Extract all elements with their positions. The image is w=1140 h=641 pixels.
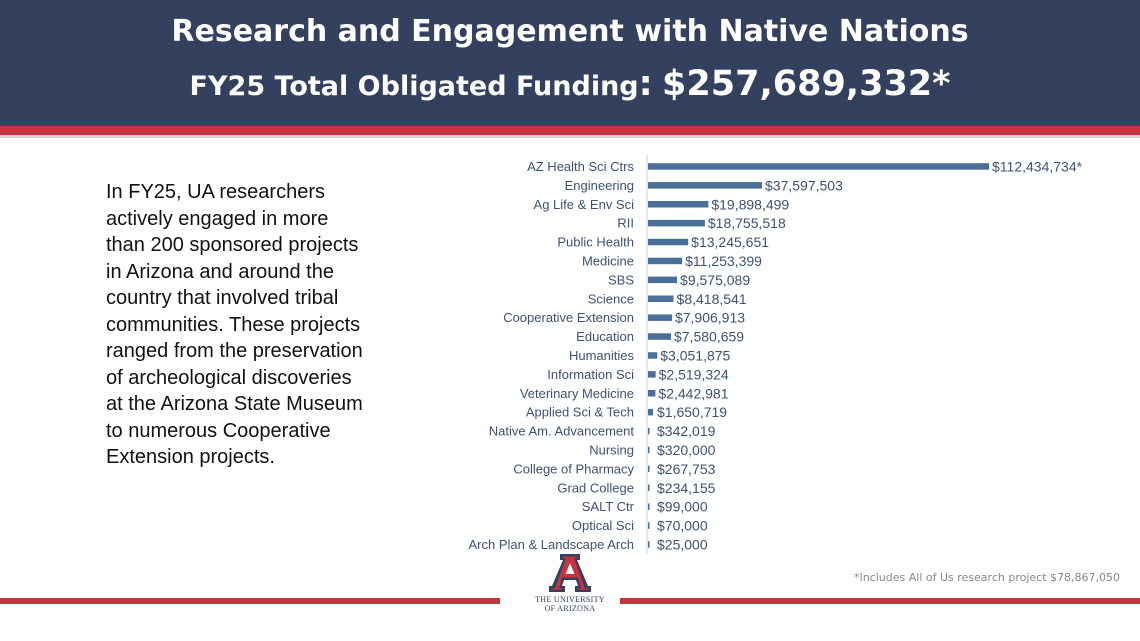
value-label: $1,650,719 [657, 404, 727, 420]
funding-bar-chart: AZ Health Sci Ctrs $112,434,734* Engineeri… [469, 155, 1083, 554]
header-shadow-stripe [0, 135, 1140, 138]
value-label: $7,580,659 [674, 329, 744, 345]
category-label: Nursing [589, 442, 634, 457]
bar [648, 408, 654, 416]
value-label: $70,000 [657, 518, 708, 534]
footnote: *Includes All of Us research project $78… [853, 571, 1120, 584]
bar [648, 295, 674, 302]
value-label: $2,442,981 [658, 385, 728, 401]
value-label: $99,000 [657, 499, 708, 515]
category-label: Information Sci [547, 367, 634, 382]
value-label: $267,753 [657, 461, 716, 477]
value-label: $37,597,503 [765, 177, 843, 193]
header-accent-stripe [0, 126, 1140, 135]
value-label: $13,245,651 [691, 234, 769, 250]
bar [648, 541, 650, 548]
footer-stripe-left [0, 598, 500, 604]
page-title: Research and Engagement with Native Nati… [171, 14, 969, 49]
category-label: Veterinary Medicine [520, 386, 634, 401]
category-label: Public Health [557, 235, 634, 250]
page-subtitle: FY25 Total Obligated Funding: $257,689,3… [0, 64, 1140, 104]
value-label: $11,253,399 [685, 253, 762, 269]
logo-line-2: OF ARIZONA [544, 604, 596, 613]
bar [648, 484, 650, 491]
bar [648, 503, 650, 510]
value-label: $320,000 [657, 442, 716, 458]
category-label: College of Pharmacy [513, 461, 634, 476]
bar [648, 333, 671, 340]
value-label: $18,755,518 [708, 215, 786, 231]
bar [648, 465, 650, 473]
bar [648, 352, 658, 359]
value-label: $25,000 [657, 536, 708, 552]
bar [648, 371, 656, 378]
value-label: $19,898,499 [711, 196, 789, 212]
bar [648, 219, 705, 227]
category-label: Education [576, 329, 634, 344]
subtitle-colon: : [638, 64, 653, 104]
bar [648, 163, 989, 170]
logo-line-1: THE UNIVERSITY [535, 595, 605, 604]
category-label: Science [588, 291, 634, 306]
bar [648, 238, 689, 246]
category-label: Ag Life & Env Sci [534, 197, 635, 212]
bar [648, 390, 656, 397]
footer-stripe-right [620, 598, 1140, 604]
bar [648, 446, 650, 454]
bar [648, 257, 683, 265]
value-label: $7,906,913 [675, 310, 745, 326]
logo-wordmark: THE UNIVERSITY OF ARIZONA [520, 595, 620, 613]
category-label: Humanities [569, 348, 635, 363]
category-label: SALT Ctr [582, 499, 635, 514]
value-label: $342,019 [657, 423, 716, 439]
value-label: $9,575,089 [680, 272, 750, 288]
university-logo: THE UNIVERSITY OF ARIZONA [520, 552, 620, 613]
category-label: Applied Sci & Tech [526, 405, 634, 420]
bar [648, 182, 763, 189]
bar [648, 427, 650, 435]
value-label: $234,155 [657, 480, 716, 496]
bar [648, 276, 678, 284]
category-label: Cooperative Extension [503, 310, 634, 325]
category-label: Optical Sci [572, 518, 634, 533]
value-label: $112,434,734* [992, 158, 1083, 174]
category-label: SBS [608, 272, 634, 287]
category-label: RII [617, 216, 634, 231]
category-label: Medicine [582, 253, 634, 268]
category-label: Native Am. Advancement [489, 424, 635, 439]
bar [648, 314, 672, 321]
category-label: Engineering [565, 178, 634, 193]
intro-paragraph: In FY25, UA researchers actively engaged… [106, 181, 363, 468]
value-label: $2,519,324 [659, 366, 729, 382]
category-label: Grad College [557, 480, 634, 495]
subtitle-prefix: FY25 Total Obligated Funding [189, 71, 639, 102]
value-label: $8,418,541 [677, 291, 747, 307]
title-banner: Research and Engagement with Native Nati… [0, 0, 1140, 126]
block-a-logo-icon [549, 554, 591, 592]
total-funding-amount: $257,689,332* [662, 64, 951, 104]
category-label: Arch Plan & Landscape Arch [469, 537, 635, 552]
bar [648, 522, 650, 529]
value-label: $3,051,875 [660, 347, 730, 363]
bar [648, 201, 709, 208]
category-label: AZ Health Sci Ctrs [527, 159, 634, 174]
